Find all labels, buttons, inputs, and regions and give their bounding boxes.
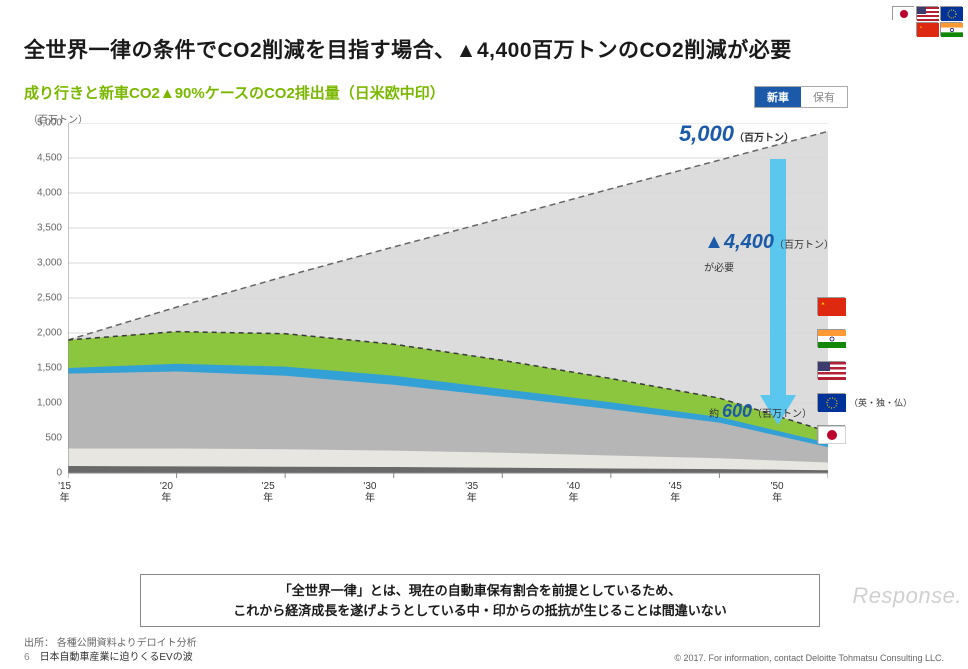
ann-5000-value: 5,000 [679,121,734,146]
y-tick-label: 1,500 [37,363,62,374]
source-line: 出所： 各種公開資料よりデロイト分析 [24,634,197,649]
x-tick-label: '15年 [14,481,116,505]
x-tick-label: '30年 [319,481,421,505]
page-number: 6 [24,652,30,663]
legend-japan [817,425,845,443]
y-tick-label: 1,000 [37,398,62,409]
x-tick-label: '45年 [624,481,726,505]
legend-eu-note: （英・独・仏） [849,396,912,409]
footnote-line1: 「全世界一律」とは、現在の自動車保有割合を前提としているため、 [149,581,811,601]
footnote-box: 「全世界一律」とは、現在の自動車保有割合を前提としているため、 これから経済成長… [140,574,820,627]
footer-title: 6 日本自動車産業に迫りくるEVの波 [24,648,193,663]
footnote-line2: これから経済成長を遂げようとしている中・印からの抵抗が生じることは間違いない [149,601,811,621]
flag-china-icon [817,297,845,315]
page-title: 全世界一律の条件でCO2削減を目指す場合、▲4,400百万トンのCO2削減が必要 [24,34,944,64]
y-tick-label: 2,500 [37,293,62,304]
legend-flags: （英・独・仏） [817,297,912,443]
corner-flags [892,6,962,36]
y-tick-label: 5,000 [37,118,62,129]
ann-5000-unit: （百万トン） [734,133,794,144]
ann-4400-unit: （百万トン） [774,240,834,251]
flag-india-icon [817,329,845,347]
ann-600-pre: 約 [709,409,722,420]
x-tick-label: '25年 [217,481,319,505]
x-tick-label: '35年 [421,481,523,505]
deck-title: 日本自動車産業に迫りくるEVの波 [40,652,193,663]
y-tick-label: 500 [45,433,62,444]
ann-600-value: 600 [722,401,752,421]
toggle-new-cars[interactable]: 新車 [755,87,801,107]
ann-4400-value: ▲4,400 [704,231,774,253]
y-tick-label: 0 [56,468,62,479]
ann-600-unit: （百万トン） [752,409,812,420]
watermark: Response. [852,583,962,609]
toggle-owned-cars[interactable]: 保有 [801,87,847,107]
reduction-arrow-icon [760,159,796,432]
flag-china-icon [916,22,938,36]
y-tick-label: 3,000 [37,258,62,269]
chart-container: （百万トン） 0 500 1,000 1,500 2,000 2,500 3,000 3,50… [24,111,944,521]
x-tick-label: '40年 [523,481,625,505]
ann-4400-req: が必要 [704,263,734,274]
x-tick-label: '20年 [116,481,218,505]
legend-eu: （英・独・仏） [817,393,912,411]
copyright: © 2017. For information, contact Deloitt… [674,653,944,663]
flag-eu-icon [940,6,962,20]
flag-japan-icon [892,6,914,20]
flag-india-icon [940,22,962,36]
flag-usa-icon [916,6,938,20]
area-chart [68,123,828,481]
x-tick-label: '50年 [726,481,828,505]
annotation-4400: ▲4,400（百万トン） が必要 [704,231,834,277]
y-tick-label: 2,000 [37,328,62,339]
y-tick-label: 3,500 [37,223,62,234]
y-tick-label: 4,000 [37,188,62,199]
flag-usa-icon [817,361,845,379]
series-toggle: 新車 保有 [754,86,848,108]
flag-eu-icon [817,393,845,411]
legend-china [817,297,845,315]
legend-india [817,329,845,347]
flag-japan-icon [817,425,845,443]
x-axis-ticks: '15年'20年'25年'30年'35年'40年'45年'50年 [68,481,828,505]
y-tick-label: 4,500 [37,153,62,164]
legend-usa [817,361,845,379]
annotation-5000: 5,000（百万トン） [679,121,794,147]
annotation-600: 約 600（百万トン） [709,401,812,422]
